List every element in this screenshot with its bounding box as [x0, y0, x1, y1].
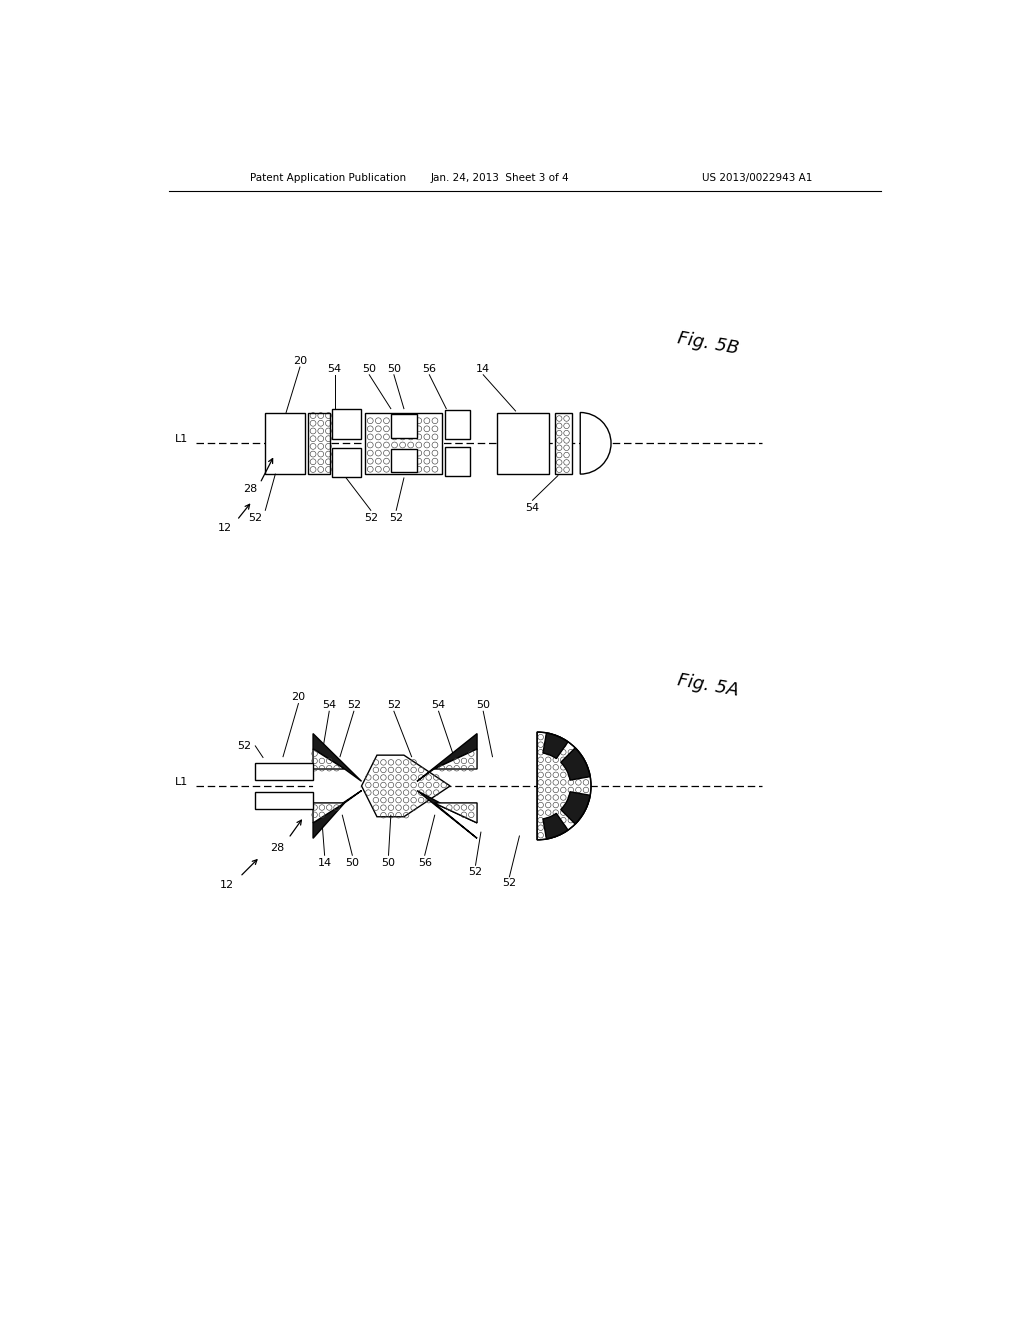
Text: 56: 56: [418, 858, 432, 869]
Text: 52: 52: [347, 700, 360, 710]
Bar: [332, 409, 360, 438]
Text: L1: L1: [175, 434, 188, 445]
Polygon shape: [313, 803, 345, 822]
Polygon shape: [313, 748, 345, 770]
Wedge shape: [581, 413, 611, 474]
Bar: [366, 413, 442, 474]
Bar: [332, 447, 360, 478]
Text: US 2013/0022943 A1: US 2013/0022943 A1: [701, 173, 812, 182]
Text: 52: 52: [364, 513, 378, 523]
Bar: [391, 414, 417, 437]
Text: 28: 28: [243, 484, 257, 495]
Bar: [445, 447, 470, 477]
Text: 12: 12: [217, 523, 231, 533]
Text: Patent Application Publication: Patent Application Publication: [250, 173, 407, 182]
Text: 52: 52: [238, 741, 252, 751]
Bar: [255, 792, 313, 809]
Text: 12: 12: [220, 879, 233, 890]
Text: 52: 52: [387, 700, 401, 710]
Text: 54: 54: [323, 700, 336, 710]
Polygon shape: [434, 803, 477, 822]
Text: Fig. 5A: Fig. 5A: [676, 672, 740, 700]
Bar: [255, 763, 313, 780]
Text: 52: 52: [503, 878, 516, 888]
Text: 54: 54: [328, 363, 342, 374]
Text: 50: 50: [345, 858, 359, 869]
Polygon shape: [434, 748, 477, 770]
Text: 50: 50: [387, 363, 401, 374]
Polygon shape: [417, 791, 477, 838]
Text: 54: 54: [525, 503, 540, 513]
Text: 20: 20: [292, 693, 305, 702]
Polygon shape: [313, 734, 361, 838]
Bar: [497, 413, 550, 474]
Text: 52: 52: [389, 513, 403, 523]
Wedge shape: [561, 748, 590, 780]
Text: 50: 50: [476, 700, 490, 710]
Wedge shape: [543, 813, 568, 840]
Text: L1: L1: [175, 777, 188, 787]
Text: 20: 20: [293, 356, 307, 366]
Bar: [445, 411, 470, 440]
Bar: [308, 413, 330, 474]
Bar: [366, 413, 442, 474]
Wedge shape: [561, 792, 590, 824]
Text: 56: 56: [422, 363, 436, 374]
Text: 14: 14: [317, 858, 332, 869]
Text: 50: 50: [382, 858, 395, 869]
Text: 54: 54: [431, 700, 445, 710]
Bar: [555, 413, 571, 474]
Text: 28: 28: [269, 842, 284, 853]
Text: Fig. 5B: Fig. 5B: [676, 329, 740, 358]
Polygon shape: [313, 734, 361, 781]
Text: 50: 50: [362, 363, 376, 374]
Polygon shape: [361, 755, 451, 817]
Polygon shape: [417, 734, 477, 781]
Bar: [391, 449, 417, 473]
Bar: [265, 413, 305, 474]
Text: 52: 52: [468, 867, 482, 878]
Polygon shape: [313, 791, 361, 838]
Wedge shape: [538, 733, 591, 840]
Text: Jan. 24, 2013  Sheet 3 of 4: Jan. 24, 2013 Sheet 3 of 4: [431, 173, 569, 182]
Text: 14: 14: [476, 363, 490, 374]
Text: 52: 52: [248, 513, 262, 523]
Bar: [555, 413, 571, 474]
Wedge shape: [543, 733, 568, 759]
Bar: [308, 413, 330, 474]
